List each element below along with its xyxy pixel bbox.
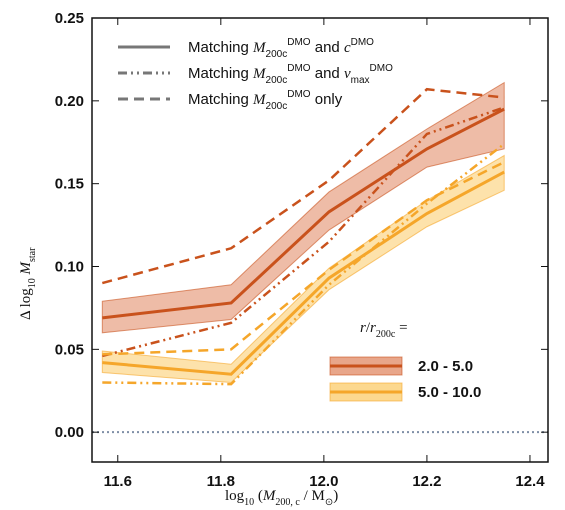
band	[101, 154, 505, 383]
text-part: M	[252, 40, 267, 56]
text-part: M	[18, 261, 34, 279]
text-part: ⊙	[325, 497, 333, 508]
text-part: 200c	[266, 49, 288, 60]
text-part: DMO	[287, 63, 311, 74]
x-tick-label: 12.0	[309, 473, 338, 490]
text-part: M	[262, 488, 277, 504]
text-part: / M	[300, 488, 325, 504]
text-part: M	[252, 66, 267, 82]
text-part: DMO	[287, 89, 311, 100]
text-part: and	[311, 39, 344, 56]
rich-text: Matching M200cDMO only	[188, 89, 343, 112]
text-part: )	[333, 488, 338, 504]
text-part: 200, c	[275, 497, 300, 508]
text-part: =	[395, 320, 407, 336]
text-part: 200c	[266, 75, 288, 86]
text-part: r	[370, 320, 376, 336]
text-part: 200c	[266, 101, 288, 112]
data-line	[102, 161, 505, 356]
y-tick-label: 0.20	[55, 93, 84, 110]
legend-label: 2.0 - 5.0	[418, 358, 473, 375]
x-tick-label: 12.2	[412, 473, 441, 490]
y-tick-label: 0.10	[55, 259, 84, 276]
text-part: only	[311, 91, 343, 108]
text-part: and	[311, 65, 344, 82]
text-part: Matching	[188, 39, 253, 56]
text-part: DMO	[287, 37, 311, 48]
legend-label: 5.0 - 10.0	[418, 384, 481, 401]
data-line	[102, 107, 505, 320]
text-part: Matching	[188, 91, 253, 108]
data-line	[101, 106, 505, 358]
rich-text: log10 (M200, c / M⊙)	[225, 488, 338, 508]
plot-frame	[91, 17, 549, 463]
text-part: 10	[27, 278, 38, 288]
y-tick-label: 0.05	[55, 341, 84, 358]
rich-text: Matching M200cDMO and cDMO	[188, 37, 374, 60]
data-line	[101, 87, 505, 285]
x-tick-label: 11.8	[207, 473, 235, 490]
data-line	[102, 142, 505, 386]
text-part: c	[344, 40, 351, 56]
x-tick-label: 11.6	[104, 473, 132, 490]
y-tick-label: 0.25	[55, 10, 84, 27]
text-part: DMO	[351, 37, 375, 48]
y-tick-label: 0.00	[55, 424, 84, 441]
band	[101, 81, 505, 334]
rich-text: Matching M200cDMO and vmaxDMO	[188, 63, 393, 86]
text-part: Matching	[188, 65, 253, 82]
data-line	[102, 170, 505, 376]
rich-text: r/r200c =	[360, 320, 408, 340]
text-part: /	[366, 320, 371, 336]
rich-text: Δ log10 Mstar	[18, 247, 38, 320]
text-part: DMO	[370, 63, 394, 74]
text-part: max	[351, 75, 370, 86]
text-part: star	[27, 247, 38, 262]
text-part: v	[344, 66, 351, 82]
y-tick-label: 0.15	[55, 176, 84, 193]
x-tick-label: 12.4	[515, 473, 545, 490]
text-part: log	[225, 488, 245, 504]
text-part: 10	[244, 497, 254, 508]
text-part: (	[254, 488, 263, 504]
text-part: r	[360, 320, 366, 336]
text-part: 200c	[376, 329, 396, 340]
text-part: Δ log	[18, 288, 34, 320]
text-part: M	[252, 92, 267, 108]
